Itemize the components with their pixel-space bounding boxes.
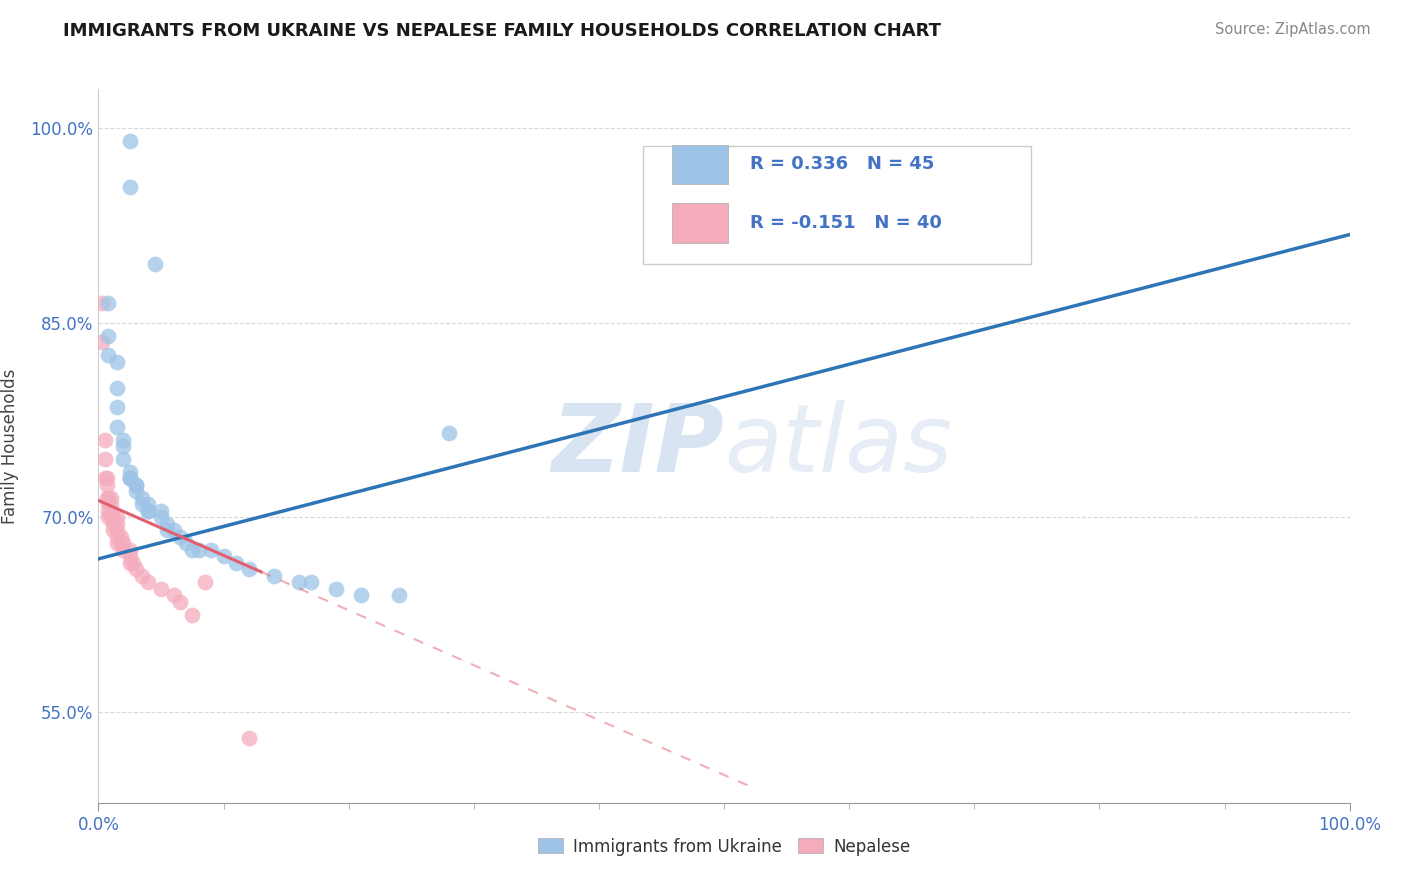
Point [287,575,309,590]
Point [91,296,114,310]
Point [138,575,160,590]
Point [100,491,122,505]
Point [97,510,120,524]
Point [105,524,128,538]
Text: Source: ZipAtlas.com: Source: ZipAtlas.com [1215,22,1371,37]
Point [118,134,141,148]
Point [299,575,322,590]
Point [118,549,141,564]
Point [93,471,115,485]
Point [125,478,148,492]
Text: ZIP: ZIP [551,400,724,492]
Point [125,562,148,576]
Point [212,549,235,564]
Point [138,504,160,518]
Point [112,452,135,467]
Text: R = -0.151   N = 40: R = -0.151 N = 40 [751,214,942,232]
Point [118,471,141,485]
Point [143,257,166,271]
Point [97,348,120,362]
Point [105,419,128,434]
Text: atlas: atlas [724,401,952,491]
Point [162,524,184,538]
Point [118,556,141,570]
Point [150,504,173,518]
Point [93,452,115,467]
Point [91,335,114,350]
Point [112,439,135,453]
Y-axis label: Family Households: Family Households [1,368,20,524]
Point [105,400,128,414]
Point [225,556,247,570]
Point [112,433,135,447]
Point [125,478,148,492]
Point [125,484,148,499]
FancyBboxPatch shape [643,146,1031,264]
Point [263,568,285,582]
Point [103,524,125,538]
Point [103,516,125,531]
Point [118,542,141,557]
Point [118,471,141,485]
Point [162,588,184,602]
Point [388,588,411,602]
Point [103,510,125,524]
Point [118,179,141,194]
Point [122,556,145,570]
Point [97,296,120,310]
Point [97,328,120,343]
Point [156,516,179,531]
Point [118,465,141,479]
Point [169,595,191,609]
Point [96,471,118,485]
Point [97,504,120,518]
Point [97,491,120,505]
Legend: Immigrants from Ukraine, Nepalese: Immigrants from Ukraine, Nepalese [531,831,917,863]
Point [93,433,115,447]
Point [105,536,128,550]
Point [187,542,209,557]
Point [110,536,132,550]
Point [350,588,373,602]
Point [105,510,128,524]
Point [105,530,128,544]
Point [200,542,222,557]
Point [437,425,460,440]
Point [105,381,128,395]
Point [97,497,120,511]
Point [110,530,132,544]
Point [150,510,173,524]
Point [105,516,128,531]
Point [96,491,118,505]
Text: IMMIGRANTS FROM UKRAINE VS NEPALESE FAMILY HOUSEHOLDS CORRELATION CHART: IMMIGRANTS FROM UKRAINE VS NEPALESE FAMI… [63,22,941,40]
Point [138,497,160,511]
Point [131,491,153,505]
Point [131,497,153,511]
Point [174,536,197,550]
Point [238,731,260,745]
Point [181,542,204,557]
FancyBboxPatch shape [672,145,728,184]
Point [112,542,135,557]
Point [238,562,260,576]
Point [131,568,153,582]
Point [156,524,179,538]
FancyBboxPatch shape [672,203,728,243]
Point [100,510,122,524]
Point [118,471,141,485]
Point [150,582,173,596]
Point [105,354,128,368]
Text: R = 0.336   N = 45: R = 0.336 N = 45 [751,155,935,173]
Point [181,607,204,622]
Point [194,575,217,590]
Point [138,504,160,518]
Point [100,497,122,511]
Point [112,536,135,550]
Point [325,582,347,596]
Point [96,478,118,492]
Point [169,530,191,544]
